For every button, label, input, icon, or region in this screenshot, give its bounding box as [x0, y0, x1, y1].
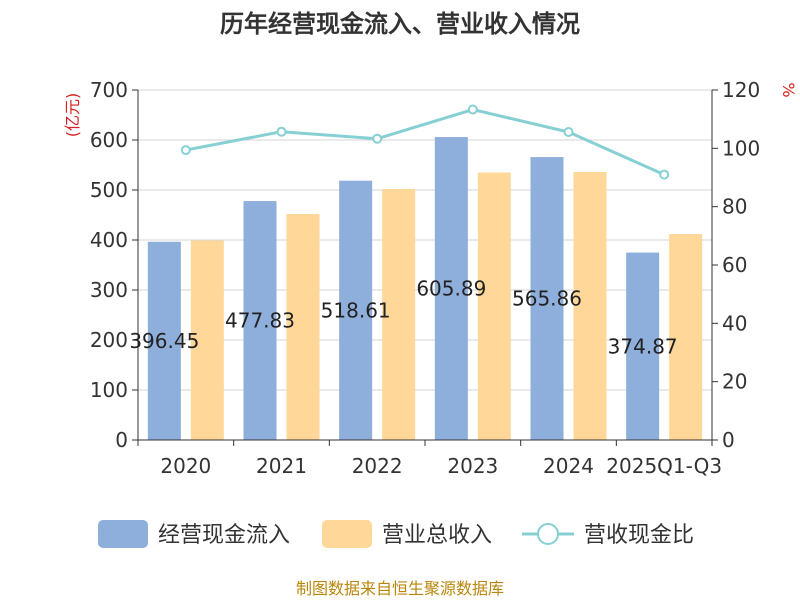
source-footer: 制图数据来自恒生聚源数据库 — [296, 579, 504, 598]
cashflow-bar — [243, 201, 277, 440]
ratio-point — [563, 127, 574, 137]
legend-label-ratio: 营收现金比 — [584, 523, 694, 548]
cashflow-bar — [434, 137, 468, 440]
cashflow-bar — [530, 157, 564, 440]
cashflow-data-label: 477.83 — [225, 309, 295, 333]
legend-label-cashflow: 经营现金流入 — [158, 523, 290, 548]
left-tick-label: 200 — [90, 328, 128, 352]
cashflow-bar — [147, 241, 181, 440]
cashflow-data-label: 518.61 — [321, 298, 391, 322]
ratio-point — [180, 145, 191, 156]
axes: 0 100 200 300 400 500 600 700 0 20 40 60 80 100 120 202… — [90, 78, 760, 478]
legend-label-revenue: 营业总收入 — [382, 523, 492, 548]
right-axis-unit: % — [779, 82, 798, 97]
right-tick-label: 0 — [722, 428, 735, 452]
revenue-bar — [669, 234, 703, 440]
legend-swatch-marker — [537, 523, 559, 545]
left-tick-label: 400 — [90, 228, 128, 252]
x-tick-label: 2023 — [447, 454, 498, 478]
revenue-bar — [190, 240, 224, 440]
chart-title: 历年经营现金流入、营业收入情况 — [220, 10, 580, 38]
bars — [147, 137, 703, 440]
revenue-bar — [573, 172, 607, 440]
revenue-bar — [286, 214, 320, 440]
right-tick-label: 20 — [722, 370, 747, 394]
right-tick-label: 40 — [722, 311, 747, 335]
x-tick-label: 2022 — [352, 454, 403, 478]
left-tick-label: 600 — [90, 128, 128, 152]
cashflow-data-label: 396.45 — [129, 329, 199, 353]
left-tick-label: 0 — [115, 428, 128, 452]
left-tick-label: 500 — [90, 178, 128, 202]
revenue-bar — [477, 172, 511, 440]
ratio-point — [659, 169, 670, 180]
left-tick-label: 100 — [90, 378, 128, 402]
right-tick-label: 60 — [722, 253, 747, 277]
legend: 经营现金流入 营业总收入 营收现金比 — [98, 520, 694, 548]
cashflow-bar — [626, 252, 660, 440]
x-tick-label: 2024 — [543, 454, 594, 478]
legend-swatch-cashflow — [98, 520, 148, 548]
right-tick-label: 100 — [722, 136, 760, 160]
cashflow-data-label: 374.87 — [608, 334, 678, 358]
cashflow-bar — [339, 180, 373, 440]
left-tick-label: 700 — [90, 78, 128, 102]
ratio-point — [276, 126, 287, 137]
right-tick-label: 120 — [722, 78, 760, 102]
ratio-point — [372, 133, 383, 144]
ratio-point — [467, 104, 478, 115]
x-tick-label: 2021 — [256, 454, 307, 478]
revenue-bar — [382, 189, 416, 440]
bar-labels: 396.45 477.83 518.61 605.89 565.86 374.87 — [129, 277, 677, 359]
left-tick-label: 300 — [90, 278, 128, 302]
cashflow-data-label: 605.89 — [416, 277, 486, 301]
cashflow-data-label: 565.86 — [512, 287, 582, 311]
ratio-polyline — [185, 107, 665, 176]
x-tick-label: 2025Q1-Q3 — [606, 454, 722, 478]
x-tick-label: 2020 — [160, 454, 211, 478]
ratio-line — [180, 104, 670, 180]
legend-swatch-revenue — [322, 520, 372, 548]
right-tick-label: 80 — [722, 195, 747, 219]
left-axis-unit: (亿元) — [63, 93, 82, 138]
